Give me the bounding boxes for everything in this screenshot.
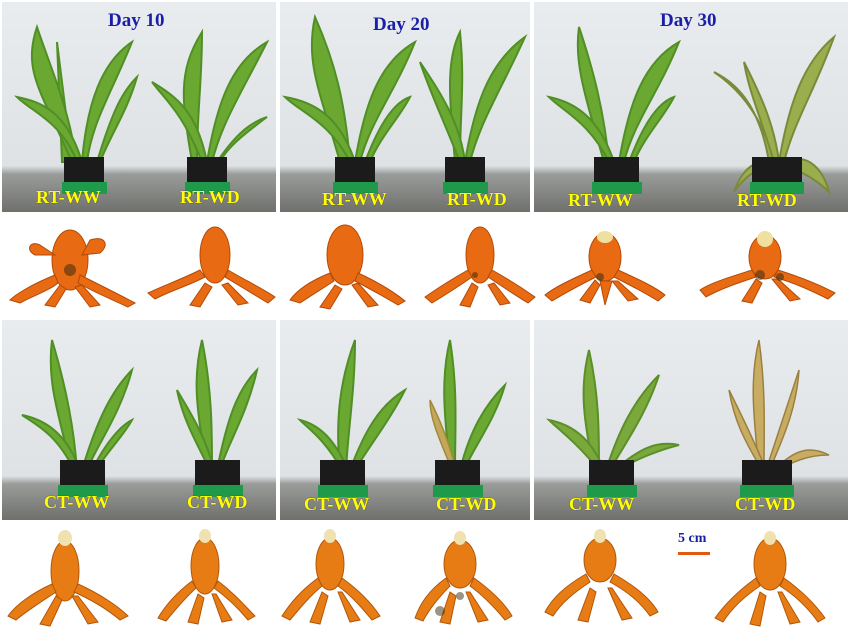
ct-wd-label-day10: CT-WD — [187, 492, 248, 512]
rt-ww-label-day20: RT-WW — [322, 189, 387, 209]
scale-label: 5 cm — [678, 531, 707, 546]
rhizome-ct-ww-day10 — [7, 540, 129, 627]
rhizome-rt-ww-day30 — [544, 232, 666, 306]
ct-day20-panel — [280, 320, 530, 520]
ct-day30-plants-image — [545, 339, 830, 497]
rhizome-ct-ww-day20 — [281, 537, 381, 625]
rhizome-ct-wd-day10 — [157, 537, 256, 625]
rhizome-rt-wd-day20 — [424, 226, 536, 308]
ct-rhizomes-row — [7, 529, 826, 627]
rt-day20-panel — [280, 2, 530, 212]
ct-ww-label-day10: CT-WW — [44, 492, 110, 512]
ct-wd-label-day20: CT-WD — [436, 494, 497, 514]
rhizome-ct-wd-day20 — [414, 539, 513, 625]
rhizome-ct-ww-day30 — [544, 537, 659, 623]
ct-day20-plants-image — [296, 339, 508, 497]
ct-wd-label-day30: CT-WD — [735, 494, 796, 514]
rt-day20-plants-image — [282, 13, 528, 194]
ct-day10-plants-image — [21, 339, 259, 497]
day-20-label: Day 20 — [373, 14, 430, 35]
ct-day10-panel — [2, 320, 276, 520]
rt-rhizomes-row — [9, 224, 836, 310]
rt-day10-panel — [2, 2, 276, 212]
rhizome-ct-wd-day30 — [714, 537, 826, 627]
scale-bar — [678, 552, 710, 555]
rhizome-rt-ww-day10 — [9, 229, 137, 308]
ct-ww-label-day30: CT-WW — [569, 494, 635, 514]
rhizome-rt-wd-day10 — [147, 226, 276, 308]
day-10-label: Day 10 — [108, 10, 165, 31]
rhizome-rt-wd-day30 — [699, 234, 836, 304]
rt-ww-label-day30: RT-WW — [568, 190, 633, 210]
rt-wd-label-day10: RT-WD — [180, 187, 240, 207]
rt-day10-plants-image — [13, 23, 270, 194]
rt-ww-label-day10: RT-WW — [36, 187, 101, 207]
ct-ww-label-day20: CT-WW — [304, 494, 370, 514]
day-30-label: Day 30 — [660, 10, 717, 31]
ct-day30-panel — [534, 320, 848, 520]
rhizome-rt-ww-day20 — [289, 224, 406, 310]
rt-day30-panel — [534, 2, 848, 212]
rt-wd-label-day20: RT-WD — [447, 189, 507, 209]
rt-wd-label-day30: RT-WD — [737, 190, 797, 210]
rt-day30-plants-image — [545, 26, 837, 196]
